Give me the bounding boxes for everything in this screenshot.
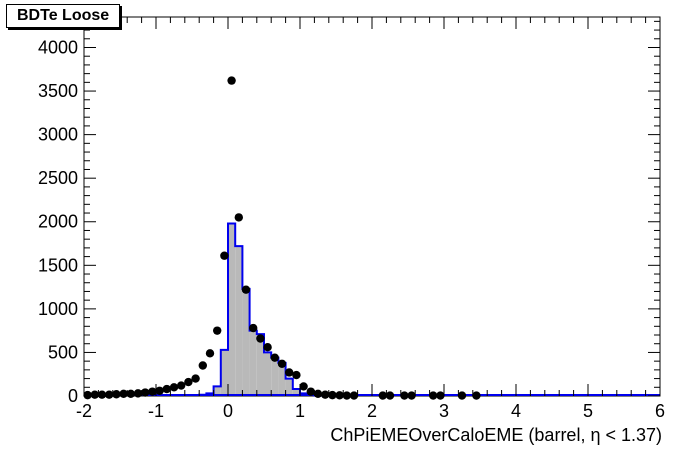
plot-frame bbox=[83, 16, 661, 397]
y-tick-label: 4000 bbox=[38, 37, 78, 57]
data-point bbox=[90, 390, 100, 399]
data-point bbox=[292, 370, 301, 380]
data-point bbox=[105, 390, 114, 399]
data-point bbox=[141, 388, 150, 397]
data-point bbox=[407, 391, 416, 400]
data-point bbox=[97, 390, 107, 399]
histogram-bar bbox=[271, 357, 279, 396]
histogram-bar bbox=[213, 386, 221, 396]
data-point bbox=[119, 389, 128, 399]
histogram-bar bbox=[242, 288, 250, 396]
data-point bbox=[299, 382, 308, 391]
histogram-bar bbox=[278, 362, 286, 396]
data-points bbox=[83, 76, 481, 400]
data-point bbox=[112, 390, 121, 399]
data-point bbox=[213, 326, 222, 335]
data-point bbox=[227, 76, 236, 85]
x-axis-ticks: -2 -1 0 1 2 3 4 5 6 bbox=[76, 17, 665, 421]
x-tick-label: 3 bbox=[439, 401, 449, 421]
data-point bbox=[133, 389, 143, 398]
data-point bbox=[126, 389, 135, 399]
y-tick-label: 0 bbox=[68, 386, 78, 406]
chart-title: BDTe Loose bbox=[6, 4, 121, 28]
data-point bbox=[249, 323, 258, 333]
data-point bbox=[306, 387, 315, 396]
data-point bbox=[155, 386, 164, 395]
data-point bbox=[342, 391, 351, 400]
data-point bbox=[277, 359, 287, 368]
data-point bbox=[472, 391, 481, 400]
data-point bbox=[220, 251, 229, 260]
data-point bbox=[429, 391, 438, 400]
x-tick-label: 1 bbox=[295, 401, 305, 421]
plot-axes bbox=[83, 16, 661, 397]
data-point bbox=[148, 387, 157, 396]
histogram-bar bbox=[249, 330, 257, 396]
histogram-bar bbox=[264, 352, 272, 396]
data-point bbox=[321, 390, 330, 399]
data-point bbox=[177, 381, 186, 390]
x-tick-label: 2 bbox=[367, 401, 377, 421]
histogram-bar bbox=[285, 378, 293, 396]
data-point bbox=[313, 389, 323, 399]
y-tick-label: 1000 bbox=[38, 299, 78, 319]
histogram-bars bbox=[84, 222, 660, 397]
data-point bbox=[169, 383, 179, 392]
y-tick-label: 3000 bbox=[38, 125, 78, 145]
x-tick-label: 4 bbox=[511, 401, 521, 421]
y-tick-label: 2000 bbox=[38, 212, 78, 232]
x-tick-label: 0 bbox=[223, 401, 233, 421]
y-tick-label: 1500 bbox=[38, 255, 78, 275]
x-tick-label: 5 bbox=[583, 401, 593, 421]
y-tick-label: 2500 bbox=[38, 168, 78, 188]
data-point bbox=[205, 349, 215, 358]
histogram-bar bbox=[228, 223, 236, 396]
y-tick-label: 500 bbox=[48, 342, 78, 362]
histogram-outline bbox=[198, 222, 323, 397]
histogram-bar bbox=[292, 389, 300, 396]
data-point bbox=[335, 391, 344, 400]
histogram-bar bbox=[256, 334, 264, 396]
histogram-bar bbox=[235, 246, 243, 396]
data-point bbox=[241, 285, 251, 294]
data-point bbox=[328, 390, 337, 400]
data-point bbox=[270, 353, 279, 362]
data-point bbox=[263, 343, 272, 352]
data-point bbox=[184, 377, 193, 387]
data-point bbox=[400, 391, 409, 400]
histogram-bar bbox=[220, 349, 228, 396]
data-point bbox=[349, 391, 359, 400]
x-tick-label: 6 bbox=[655, 401, 665, 421]
data-point bbox=[162, 384, 171, 394]
x-tick-label: -1 bbox=[148, 401, 164, 421]
data-point bbox=[378, 391, 387, 400]
data-point bbox=[285, 368, 294, 377]
y-tick-label: 3500 bbox=[38, 81, 78, 101]
data-point bbox=[457, 391, 467, 400]
data-point bbox=[385, 391, 395, 400]
data-point bbox=[256, 334, 265, 343]
x-axis-title: ChPiEMEOverCaloEME (barrel, η < 1.37) bbox=[330, 425, 662, 445]
data-point bbox=[83, 390, 92, 400]
x-tick-label: -2 bbox=[76, 401, 92, 421]
y-axis-ticks: 0 500 1000 1500 2000 2500 3000 3500 4000 bbox=[38, 20, 660, 406]
data-point bbox=[234, 213, 243, 222]
data-point bbox=[436, 391, 445, 400]
data-point bbox=[191, 374, 200, 383]
data-point bbox=[198, 361, 207, 370]
